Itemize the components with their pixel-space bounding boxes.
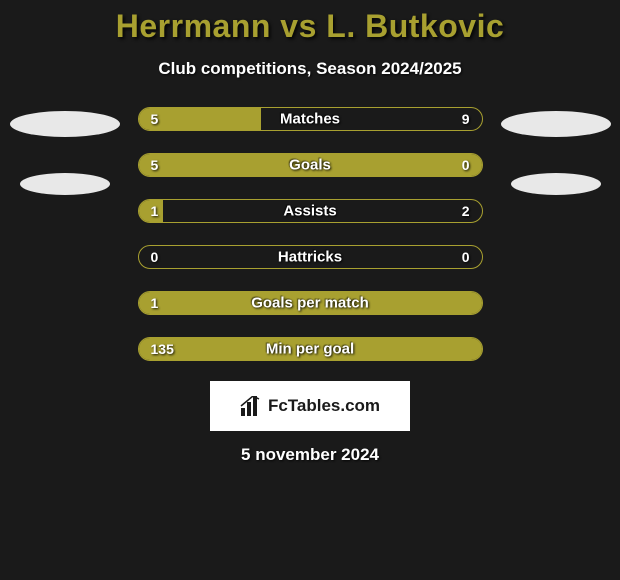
teamlogo-placeholder xyxy=(511,173,601,195)
bar-value-right: 9 xyxy=(462,111,470,127)
stat-bar: 1Goals per match xyxy=(138,291,483,315)
comparison-infographic: Herrmann vs L. Butkovic Club competition… xyxy=(0,0,620,465)
stat-bar: 0Hattricks0 xyxy=(138,245,483,269)
main-row: 5Matches9 5Goals0 1Assists2 0Hattricks0 1Goa… xyxy=(0,107,620,361)
date-label: 5 november 2024 xyxy=(0,445,620,465)
title-vs: vs xyxy=(280,8,317,44)
stat-bar: 1Assists2 xyxy=(138,199,483,223)
bar-label: Assists xyxy=(139,203,482,220)
bar-label: Hattricks xyxy=(139,249,482,266)
bar-fill-left xyxy=(139,108,261,130)
left-avatar-column xyxy=(10,107,120,195)
avatar-placeholder xyxy=(10,111,120,137)
stat-bar: 5Goals0 xyxy=(138,153,483,177)
avatar-placeholder xyxy=(501,111,611,137)
teamlogo-placeholder xyxy=(20,173,110,195)
bar-fill-left xyxy=(139,200,163,222)
bar-value-left: 0 xyxy=(151,249,159,265)
stat-bars: 5Matches9 5Goals0 1Assists2 0Hattricks0 1Goa… xyxy=(138,107,483,361)
right-avatar-column xyxy=(501,107,611,195)
bar-fill-right xyxy=(399,154,481,176)
stat-bar: 5Matches9 xyxy=(138,107,483,131)
bar-value-right: 0 xyxy=(462,249,470,265)
title-player2: L. Butkovic xyxy=(326,8,504,44)
page-title: Herrmann vs L. Butkovic xyxy=(0,8,620,45)
bar-fill-left xyxy=(139,292,482,314)
bars-chart-icon xyxy=(240,396,262,416)
brand-box: FcTables.com xyxy=(210,381,410,431)
bar-fill-left xyxy=(139,338,482,360)
subtitle: Club competitions, Season 2024/2025 xyxy=(0,59,620,79)
bar-fill-left xyxy=(139,154,400,176)
stat-bar: 135Min per goal xyxy=(138,337,483,361)
bar-value-right: 2 xyxy=(462,203,470,219)
title-player1: Herrmann xyxy=(116,8,271,44)
brand-text: FcTables.com xyxy=(268,396,380,416)
